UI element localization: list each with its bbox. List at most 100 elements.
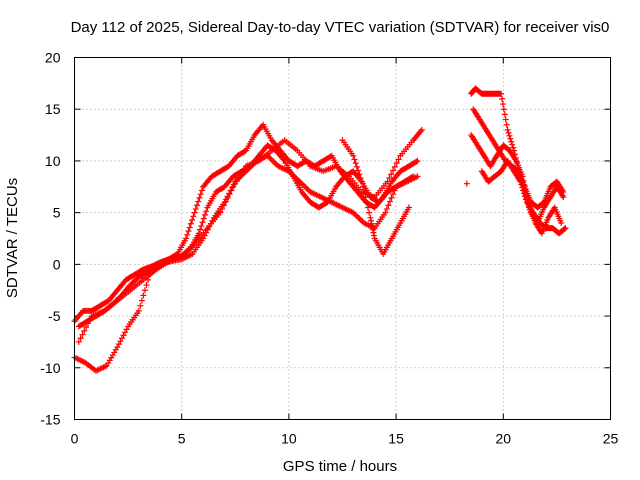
- data-point: [517, 178, 524, 185]
- data-point: [499, 101, 506, 108]
- data-point: [463, 180, 470, 187]
- data-point: [200, 215, 207, 222]
- data-point: [184, 231, 191, 238]
- data-point: [79, 331, 86, 338]
- data-point: [197, 226, 204, 233]
- y-tick-label: -15: [40, 412, 60, 428]
- data-point: [558, 219, 565, 226]
- data-point: [503, 121, 510, 128]
- data-point: [143, 282, 150, 289]
- data-point: [195, 230, 202, 237]
- data-point: [522, 193, 529, 200]
- data-point: [75, 338, 82, 345]
- data-point: [500, 106, 507, 113]
- data-points: [71, 85, 569, 374]
- y-tick-label: 10: [45, 153, 61, 169]
- data-point: [199, 219, 206, 226]
- axis-ticks: [74, 57, 611, 420]
- data-point: [352, 160, 359, 167]
- data-point: [187, 220, 194, 227]
- data-point: [498, 90, 505, 97]
- data-point: [222, 198, 229, 205]
- series-track-1: [71, 121, 421, 325]
- data-point: [364, 204, 371, 211]
- y-tick-label: -5: [48, 308, 61, 324]
- data-point: [77, 335, 84, 342]
- data-point: [561, 225, 568, 232]
- data-point: [198, 187, 205, 194]
- data-point: [501, 111, 508, 118]
- data-point: [391, 163, 398, 170]
- series-track-4: [339, 137, 412, 258]
- data-point: [505, 129, 512, 136]
- data-point: [393, 160, 400, 167]
- data-point: [358, 178, 365, 185]
- data-point: [414, 173, 421, 180]
- series-track-7: [468, 132, 565, 237]
- data-point: [388, 194, 395, 201]
- data-point: [197, 191, 204, 198]
- y-tick-label: 0: [53, 256, 61, 272]
- data-point: [83, 324, 90, 331]
- plot-frame: [74, 57, 611, 420]
- series-track-3: [71, 152, 421, 374]
- data-point: [203, 208, 210, 215]
- data-point: [383, 205, 390, 212]
- x-tick-label: 5: [178, 431, 186, 447]
- data-point: [138, 297, 145, 304]
- data-point: [185, 228, 192, 235]
- data-point: [369, 223, 376, 230]
- data-point: [186, 224, 193, 231]
- data-point: [371, 232, 378, 239]
- data-point: [405, 204, 412, 211]
- data-point: [190, 213, 197, 220]
- chart-title: Day 112 of 2025, Sidereal Day-to-day VTE…: [71, 19, 610, 36]
- data-point: [356, 171, 363, 178]
- data-point: [521, 190, 528, 197]
- data-point: [386, 198, 393, 205]
- grid-lines: [74, 57, 611, 420]
- data-point: [386, 174, 393, 181]
- data-point: [224, 194, 231, 201]
- data-point: [370, 229, 377, 236]
- data-point: [367, 217, 374, 224]
- data-point: [509, 141, 516, 148]
- data-point: [140, 292, 147, 299]
- data-point: [562, 225, 569, 232]
- data-point: [508, 138, 515, 145]
- x-tick-label: 0: [71, 431, 79, 447]
- data-point: [367, 214, 374, 221]
- data-point: [384, 178, 391, 185]
- y-tick-label: 15: [45, 101, 61, 117]
- data-point: [350, 152, 357, 159]
- data-point: [84, 320, 91, 327]
- data-point: [195, 198, 202, 205]
- data-point: [198, 222, 205, 229]
- series-track-8: [470, 106, 567, 211]
- data-point: [395, 156, 402, 163]
- data-point: [382, 209, 389, 216]
- data-point: [191, 209, 198, 216]
- data-point: [369, 226, 376, 233]
- data-point: [182, 235, 189, 242]
- data-point: [520, 187, 527, 194]
- data-point: [363, 199, 370, 206]
- data-point: [351, 156, 358, 163]
- data-point: [504, 126, 511, 133]
- data-point: [353, 163, 360, 170]
- data-point: [519, 184, 526, 191]
- data-point: [192, 205, 199, 212]
- data-point: [194, 202, 201, 209]
- data-point: [499, 95, 506, 102]
- x-tick-label: 20: [496, 431, 512, 447]
- data-point: [522, 196, 529, 203]
- data-point: [560, 194, 567, 201]
- data-point: [228, 187, 235, 194]
- data-point: [518, 181, 525, 188]
- data-point: [220, 202, 227, 209]
- data-point: [137, 302, 144, 309]
- data-point: [201, 211, 208, 218]
- data-point: [413, 158, 420, 165]
- data-point: [391, 187, 398, 194]
